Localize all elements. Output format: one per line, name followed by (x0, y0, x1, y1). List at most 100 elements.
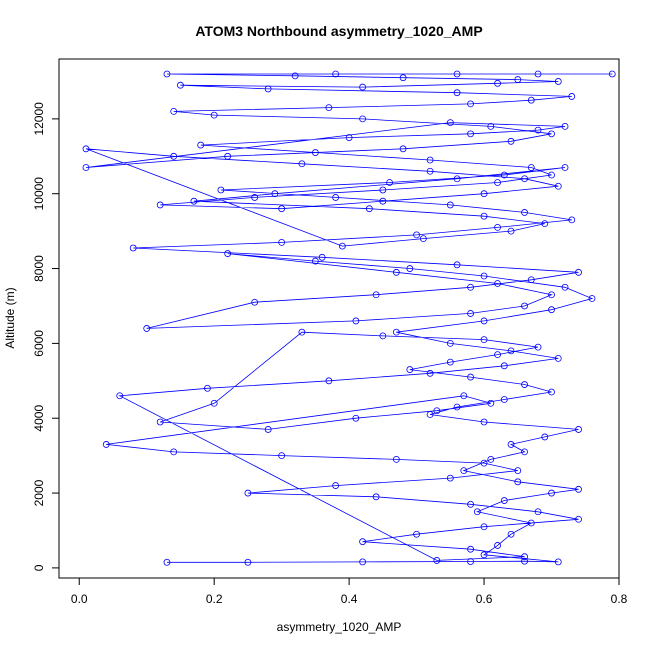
data-point (298, 328, 306, 336)
data-point (494, 280, 501, 287)
data-point (82, 145, 90, 153)
data-point (244, 558, 252, 566)
y-axis: 0 2000 4000 6000 8000 10000 12000 (32, 102, 59, 571)
data-point (392, 268, 400, 276)
data-point (129, 244, 137, 252)
data-point (494, 179, 501, 186)
data-point (494, 542, 501, 549)
data-point (467, 558, 474, 565)
data-point (170, 448, 178, 456)
data-point (446, 339, 454, 347)
data-point (480, 272, 488, 280)
data-point (163, 70, 171, 78)
data-point (359, 538, 367, 546)
data-point (332, 482, 340, 489)
data-point (251, 194, 259, 201)
y-tick-label: 12000 (32, 102, 46, 136)
data-point (588, 295, 596, 302)
data-point (325, 104, 333, 112)
data-point (460, 467, 468, 475)
data-point (399, 145, 407, 153)
data-point (480, 212, 488, 220)
y-tick-label: 2000 (32, 479, 46, 506)
data-point (392, 455, 400, 463)
data-point (386, 179, 394, 186)
data-point (494, 79, 501, 87)
data-point (406, 265, 414, 272)
data-point (177, 81, 184, 89)
data-point (554, 182, 562, 190)
data-point (372, 493, 380, 501)
data-point (433, 407, 441, 415)
series-line (85, 73, 613, 563)
data-point (548, 306, 555, 314)
data-point (392, 328, 400, 336)
data-point (521, 448, 528, 456)
data-point (548, 489, 555, 497)
data-point (487, 122, 495, 130)
data-point (521, 381, 528, 388)
data-point (480, 418, 488, 426)
data-point (170, 107, 178, 115)
data-point (278, 452, 286, 460)
data-point (575, 485, 582, 493)
y-tick-label: 8000 (32, 255, 46, 282)
data-point (568, 216, 576, 224)
data-point (210, 111, 218, 119)
data-point (514, 478, 522, 486)
data-point (548, 171, 555, 179)
data-point (575, 268, 582, 276)
data-point (480, 317, 488, 325)
data-point (527, 276, 535, 284)
data-point (359, 83, 367, 91)
data-point (453, 175, 461, 183)
data-layer (82, 70, 616, 566)
data-point (561, 164, 569, 171)
data-point (500, 362, 508, 370)
data-point (365, 205, 373, 213)
data-point (217, 186, 225, 194)
data-point (251, 298, 259, 306)
data-point (507, 441, 515, 448)
data-point (548, 291, 555, 299)
data-point (534, 343, 542, 351)
data-point (467, 373, 474, 381)
data-point (426, 156, 434, 164)
data-point (433, 557, 441, 564)
data-point (480, 523, 488, 531)
data-point (467, 310, 474, 317)
data-point (541, 220, 549, 228)
data-point (446, 358, 454, 366)
data-point (494, 223, 501, 231)
data-point (514, 76, 522, 83)
x-tick-label: 0.8 (611, 592, 628, 606)
data-point (507, 227, 515, 235)
data-point (413, 231, 420, 239)
data-point (467, 500, 474, 508)
x-tick-label: 0.2 (206, 592, 223, 606)
data-point (527, 164, 535, 171)
data-point (244, 489, 252, 497)
data-point (480, 459, 488, 467)
data-point (426, 411, 434, 418)
x-axis: 0.0 0.2 0.4 0.6 0.8 (71, 577, 628, 606)
data-point (480, 190, 488, 198)
data-point (426, 167, 434, 175)
data-point (156, 201, 164, 209)
data-point (541, 433, 549, 441)
data-point (210, 399, 218, 407)
data-point (359, 558, 367, 566)
data-point (500, 171, 508, 179)
y-tick-label: 0 (32, 564, 46, 571)
data-point (291, 72, 299, 80)
data-point (156, 418, 164, 426)
data-point (575, 426, 582, 433)
data-point (379, 332, 387, 340)
data-point (102, 441, 110, 448)
data-point (527, 519, 535, 527)
data-point (204, 384, 211, 392)
data-point (190, 197, 198, 205)
data-point (163, 558, 171, 566)
data-point (338, 242, 346, 250)
